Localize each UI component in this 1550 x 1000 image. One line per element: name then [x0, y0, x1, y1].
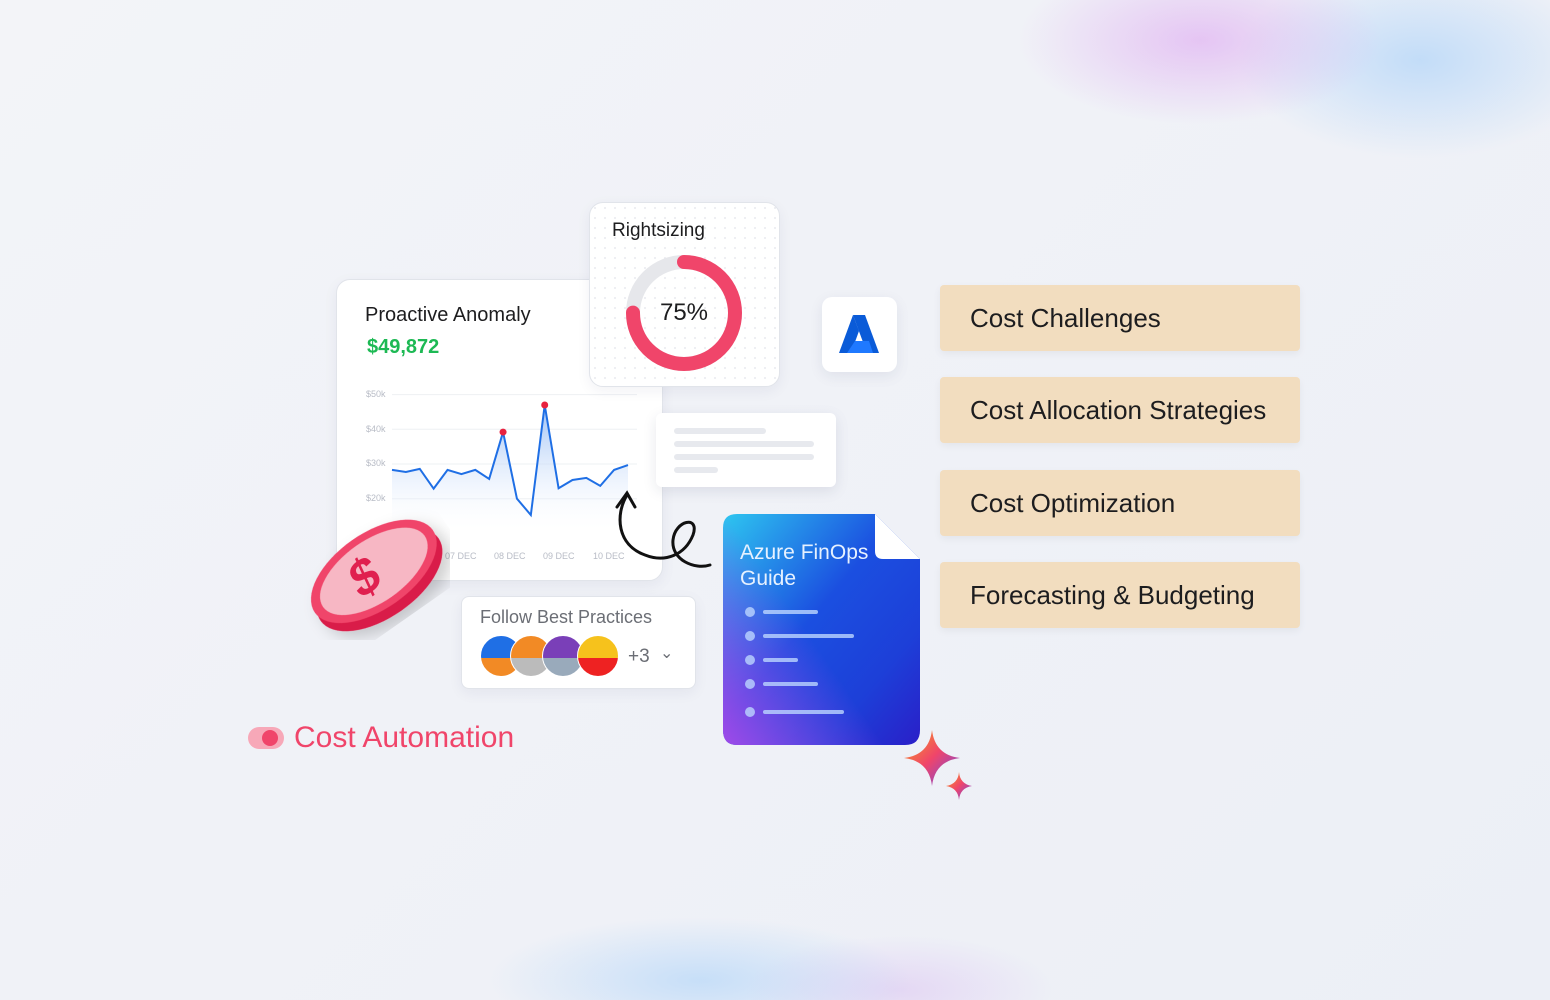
dollar-coin-icon: $: [310, 519, 443, 632]
azure-logo-tile: [822, 297, 897, 372]
text-placeholder: [674, 467, 718, 473]
anomaly-point: [499, 428, 507, 436]
topic-cost-optimization[interactable]: Cost Optimization: [940, 470, 1300, 536]
topic-label: Cost Optimization: [970, 487, 1176, 518]
guide-title-line2: Guide: [740, 567, 797, 590]
curly-arrow-icon: [615, 490, 712, 568]
text-placeholder: [674, 441, 814, 447]
x-tick: 09 DEC: [543, 551, 575, 561]
more-count: +3: [628, 646, 650, 667]
cost-automation-toggle[interactable]: [248, 727, 284, 749]
series-line: [391, 404, 629, 518]
rightsizing-card: Rightsizing 75%: [589, 202, 780, 387]
x-tick: 10 DEC: [593, 551, 625, 561]
rightsizing-percent: 75%: [659, 299, 709, 326]
topic-cost-allocation-strategies[interactable]: Cost Allocation Strategies: [940, 377, 1300, 443]
y-tick: $40k: [366, 424, 386, 434]
azure-logo-icon: [839, 315, 879, 353]
anomaly-title: Proactive Anomaly: [365, 304, 531, 326]
cost-automation-label: Cost Automation: [294, 721, 515, 754]
x-tick: 08 DEC: [494, 551, 526, 561]
topic-label: Cost Challenges: [970, 302, 1161, 333]
text-placeholder: [674, 454, 814, 460]
topic-forecasting-budgeting[interactable]: Forecasting & Budgeting: [940, 562, 1300, 628]
toggle-knob: [262, 730, 278, 746]
anomaly-amount: $49,872: [367, 336, 440, 358]
guide-title-line1: Azure FinOps: [740, 541, 869, 564]
y-tick: $30k: [366, 458, 386, 468]
best-practices-title: Follow Best Practices: [480, 607, 653, 627]
rightsizing-title: Rightsizing: [612, 220, 705, 241]
topic-cost-challenges[interactable]: Cost Challenges: [940, 285, 1300, 351]
topic-label: Forecasting & Budgeting: [970, 579, 1255, 610]
chevron-down-icon[interactable]: ⌄: [660, 645, 674, 662]
guide-document: [723, 514, 920, 745]
anomaly-point: [541, 401, 549, 409]
sparkle-icon: [904, 730, 972, 800]
anomaly-chart: [391, 394, 637, 535]
text-placeholder: [674, 428, 766, 434]
y-tick: $50k: [366, 389, 386, 399]
y-tick: $20k: [366, 493, 386, 503]
rightsizing-donut: [626, 255, 742, 371]
avatar: [577, 635, 619, 677]
tooltip-card: [656, 413, 836, 487]
topic-label: Cost Allocation Strategies: [970, 394, 1267, 425]
best-practices-card[interactable]: Follow Best Practices +3 ⌄: [461, 596, 696, 689]
x-tick: 07 DEC: [445, 551, 477, 561]
